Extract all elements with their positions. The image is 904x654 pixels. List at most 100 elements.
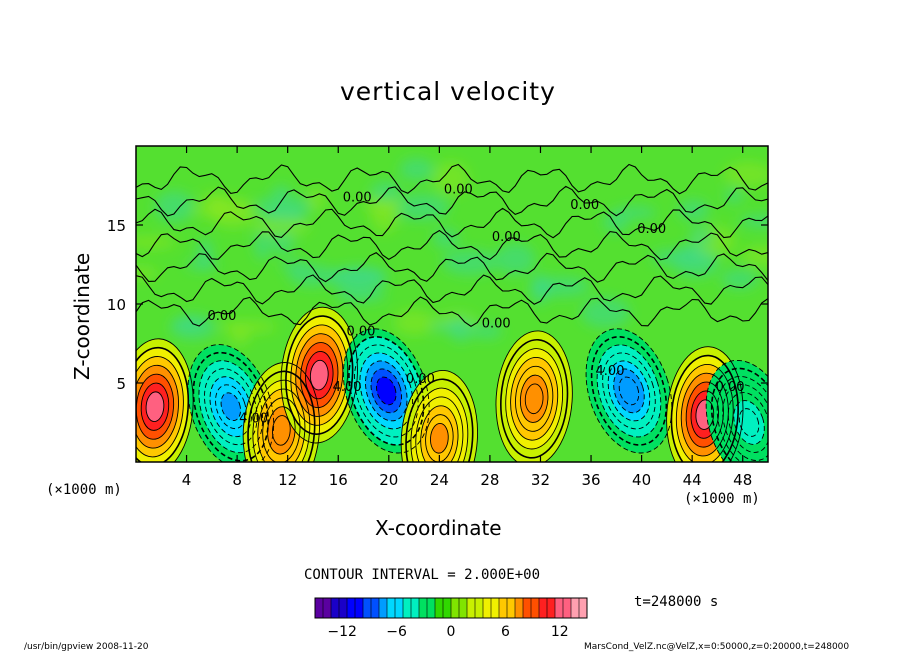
- upper-patch: [394, 309, 435, 336]
- x-unit-right: (×1000 m): [684, 491, 760, 507]
- colorbar-cell: [371, 598, 380, 618]
- colorbar-cell: [491, 598, 500, 618]
- contour-line: [187, 344, 275, 462]
- upper-patch: [185, 259, 219, 271]
- colorbar-cell: [323, 598, 332, 618]
- contour-line: [410, 387, 469, 462]
- contour-line: [415, 396, 464, 462]
- colorbar-cell: [499, 598, 508, 618]
- colorbar-cell: [563, 598, 572, 618]
- zero-contour: [136, 274, 768, 305]
- colorbar-cell: [403, 598, 412, 618]
- contour-line: [192, 351, 269, 462]
- x-tick-label: 16: [329, 471, 348, 489]
- zero-contour: [136, 185, 768, 217]
- colorbar-cell: [435, 598, 444, 618]
- x-axis-label: X-coordinate: [375, 516, 502, 540]
- contour-line: [220, 392, 242, 422]
- x-tick-label: 24: [430, 471, 449, 489]
- footer-right: MarsCond_VelZ.nc@VelZ,x=0:50000,z=0:2000…: [584, 642, 850, 652]
- contour-line: [280, 306, 358, 444]
- contour-label: 0.00: [637, 222, 666, 237]
- contour-line: [524, 383, 544, 415]
- x-unit-left: (×1000 m): [46, 482, 122, 498]
- colorbar-cell: [451, 598, 460, 618]
- contour-line: [430, 423, 449, 454]
- upper-patch: [739, 214, 768, 229]
- colorbar-tick-label: 6: [501, 624, 510, 640]
- contour-line: [365, 360, 408, 422]
- contour-line: [690, 390, 720, 439]
- colorbar-cell: [427, 598, 436, 618]
- upper-patch: [449, 316, 474, 343]
- colorbar-cell: [531, 598, 540, 618]
- contour-line: [295, 333, 344, 417]
- contour-line: [722, 384, 768, 461]
- colorbar-tick-label: −6: [386, 624, 407, 640]
- y-tick-label: 10: [107, 296, 126, 314]
- contour-line: [618, 376, 640, 406]
- colorbar-cell: [331, 598, 340, 618]
- contour-label: 4.00: [239, 412, 268, 427]
- upper-patch: [689, 225, 713, 248]
- contour-label: 4.00: [333, 380, 362, 395]
- upper-patch: [433, 161, 470, 195]
- upper-patch: [723, 188, 744, 204]
- colorbar-cell: [363, 598, 372, 618]
- contour-line: [285, 315, 354, 435]
- field-level: [619, 377, 639, 405]
- upper-patch: [741, 245, 768, 267]
- colorbar-cell: [467, 598, 476, 618]
- x-tick-label: 32: [531, 471, 550, 489]
- field-level: [221, 392, 241, 421]
- contour-line: [136, 346, 190, 462]
- y-axis-label: Z-coordinate: [70, 252, 94, 380]
- upper-patch: [723, 161, 768, 188]
- colorbar-cell: [571, 598, 580, 618]
- colorbar-cell: [483, 598, 492, 618]
- contour-line: [136, 356, 184, 458]
- upper-patch: [530, 273, 550, 305]
- colorbar-tick-label: 12: [551, 624, 569, 640]
- contour-line: [198, 360, 264, 454]
- contour-line: [675, 363, 734, 462]
- contour-line: [262, 397, 301, 462]
- upper-patch: [677, 199, 710, 221]
- contour-line: [685, 381, 724, 448]
- contour-line: [613, 368, 645, 414]
- colorbar-cell: [387, 598, 396, 618]
- contour-line: [515, 365, 554, 432]
- zero-contour: [136, 296, 768, 327]
- contour-line: [300, 342, 339, 409]
- upper-patch: [335, 288, 387, 303]
- x-tick-label: 8: [232, 471, 242, 489]
- contour-line: [607, 360, 651, 422]
- contour-layer: [136, 163, 768, 462]
- contour-label-layer: 0.00 0.00 0.00 0.00 0.00 4.00 4.00 4.00 0.00 0.00…: [207, 182, 744, 426]
- contour-line: [695, 399, 715, 430]
- x-tick-label: 36: [581, 471, 600, 489]
- upper-patch: [495, 243, 536, 276]
- colorbar-frame: [314, 597, 588, 619]
- colorbar-cell: [379, 598, 388, 618]
- colorbar-cell: [347, 598, 356, 618]
- colorbar-cell: [419, 598, 428, 618]
- contour-line: [272, 415, 291, 446]
- colorbar-tick-label: −12: [327, 624, 357, 640]
- field-level: [376, 377, 397, 405]
- contour-line: [405, 378, 474, 462]
- field-level: [310, 360, 329, 390]
- contour-label: 0.00: [343, 190, 372, 205]
- contour-label: 0.00: [570, 198, 599, 213]
- colorbar-tick-label: 0: [447, 624, 456, 640]
- colorbar-cell: [411, 598, 420, 618]
- field-level: [739, 408, 759, 437]
- contour-line: [257, 388, 306, 462]
- zero-contour: [136, 252, 768, 283]
- upper-patch: [580, 297, 631, 328]
- zero-contour: [136, 229, 768, 261]
- contour-line: [145, 391, 165, 422]
- contour-line: [370, 368, 402, 414]
- upper-patch: [330, 267, 388, 293]
- colorbar-cell: [355, 598, 364, 618]
